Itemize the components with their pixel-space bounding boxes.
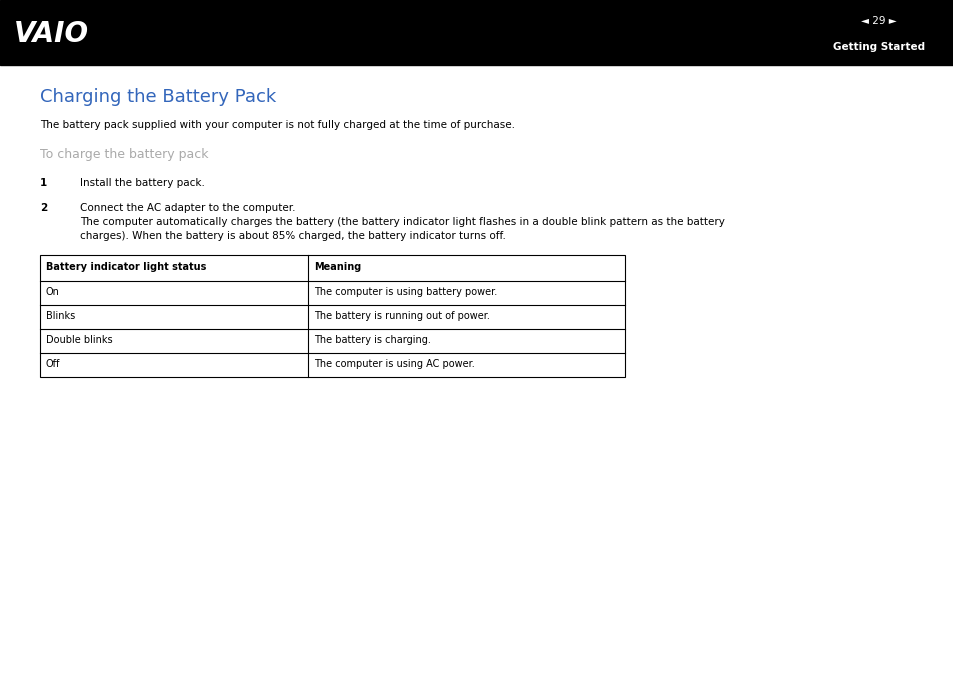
Text: 2: 2 xyxy=(40,203,48,213)
Bar xyxy=(40,255,624,377)
Text: VAIO: VAIO xyxy=(14,20,89,48)
Text: The battery is running out of power.: The battery is running out of power. xyxy=(314,311,489,321)
Text: Connect the AC adapter to the computer.: Connect the AC adapter to the computer. xyxy=(80,203,295,213)
Text: The computer is using battery power.: The computer is using battery power. xyxy=(314,287,497,297)
Text: The battery pack supplied with your computer is not fully charged at the time of: The battery pack supplied with your comp… xyxy=(40,120,515,130)
Text: Charging the Battery Pack: Charging the Battery Pack xyxy=(40,88,276,106)
Bar xyxy=(0,0,953,65)
Text: On: On xyxy=(46,287,60,297)
Text: charges). When the battery is about 85% charged, the battery indicator turns off: charges). When the battery is about 85% … xyxy=(80,231,505,241)
Text: ◄ 29 ►: ◄ 29 ► xyxy=(861,16,896,26)
Text: Battery indicator light status: Battery indicator light status xyxy=(46,262,206,272)
Text: Install the battery pack.: Install the battery pack. xyxy=(80,178,205,188)
Text: Off: Off xyxy=(46,359,60,369)
Text: 1: 1 xyxy=(40,178,48,188)
Text: Double blinks: Double blinks xyxy=(46,335,112,345)
Text: Getting Started: Getting Started xyxy=(832,42,924,52)
Text: The computer is using AC power.: The computer is using AC power. xyxy=(314,359,475,369)
Text: Blinks: Blinks xyxy=(46,311,75,321)
Text: The battery is charging.: The battery is charging. xyxy=(314,335,431,345)
Text: Meaning: Meaning xyxy=(314,262,361,272)
Text: The computer automatically charges the battery (the battery indicator light flas: The computer automatically charges the b… xyxy=(80,217,724,227)
Text: To charge the battery pack: To charge the battery pack xyxy=(40,148,209,161)
